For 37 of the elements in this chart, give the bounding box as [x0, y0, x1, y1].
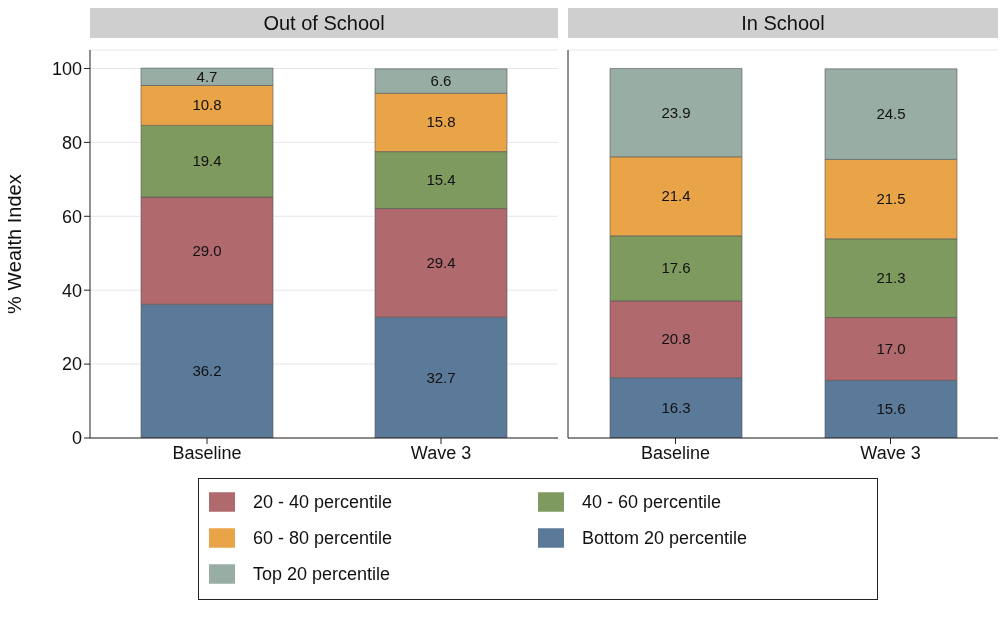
data-label: 20.8 — [661, 330, 691, 348]
x-tick-label: Baseline — [172, 442, 242, 463]
data-label: 29.4 — [426, 253, 456, 271]
data-label: 15.8 — [426, 113, 456, 131]
data-label: 16.3 — [661, 398, 691, 416]
data-label: 4.7 — [196, 67, 218, 85]
data-label: 21.4 — [661, 187, 691, 205]
data-label: 15.4 — [426, 171, 456, 189]
chart-title: In School — [568, 8, 998, 38]
data-label: 29.0 — [192, 241, 222, 259]
y-tick-label: 80 — [61, 132, 82, 153]
data-label: 17.0 — [876, 339, 906, 357]
y-tick-label: 20 — [61, 354, 82, 375]
x-tick-label: Baseline — [640, 442, 711, 463]
legend-label: 40 - 60 percentile — [582, 491, 722, 512]
y-tick-label: 40 — [61, 280, 82, 301]
x-tick-label: Wave 3 — [410, 442, 472, 463]
legend-label: Bottom 20 percentile — [582, 527, 748, 548]
data-label: 21.5 — [876, 190, 906, 208]
legend-label: 20 - 40 percentile — [253, 491, 393, 512]
data-label: 6.6 — [430, 72, 452, 90]
chart-title: Out of School — [90, 8, 558, 38]
data-label: 24.5 — [876, 105, 906, 123]
y-tick-label: 0 — [71, 428, 82, 449]
data-label: 32.7 — [426, 368, 456, 386]
y-tick-label: 60 — [61, 206, 82, 227]
data-label: 36.2 — [192, 362, 222, 380]
data-label: 10.8 — [192, 96, 222, 114]
data-label: 17.6 — [661, 259, 691, 277]
data-label: 15.6 — [876, 400, 906, 418]
y-tick-label: 100 — [51, 58, 82, 79]
data-label: 23.9 — [661, 103, 691, 121]
legend-label: 60 - 80 percentile — [253, 527, 393, 548]
x-tick-label: Wave 3 — [860, 442, 921, 463]
data-label: 19.4 — [192, 152, 222, 170]
legend-label: Top 20 percentile — [253, 563, 391, 584]
data-label: 21.3 — [876, 269, 906, 287]
